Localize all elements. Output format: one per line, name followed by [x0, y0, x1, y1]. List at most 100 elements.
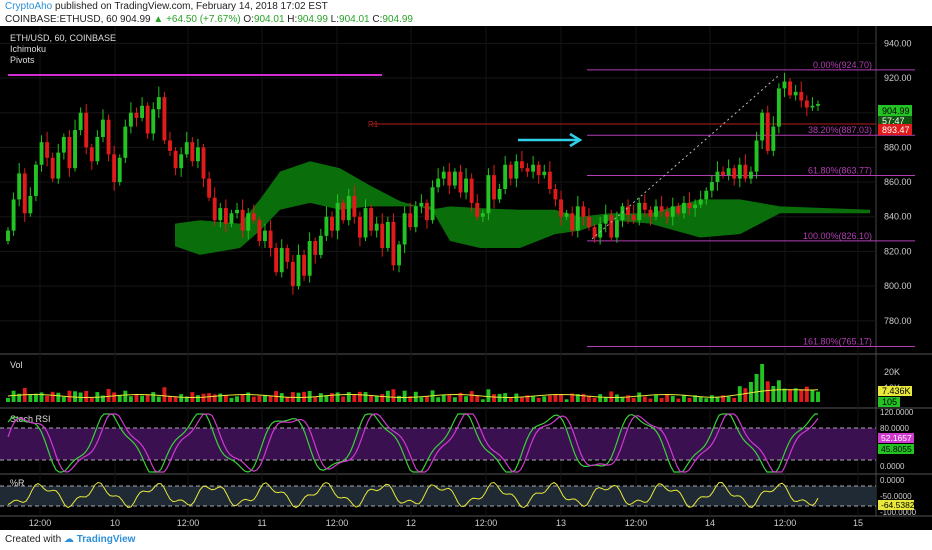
publish-text: published on TradingView.com, February 1…: [52, 1, 328, 12]
candle-body: [810, 105, 815, 108]
close-label: C:: [369, 14, 383, 25]
candle-body: [631, 215, 636, 221]
cloud-segment: [480, 208, 520, 248]
candle-body: [251, 213, 256, 221]
wr-axis-0: 0.0000: [880, 476, 905, 485]
candle-body: [184, 142, 189, 155]
volume-bar: [732, 397, 737, 402]
cloud-segment: [400, 201, 430, 210]
candle-body: [441, 171, 446, 179]
volume-bar: [257, 395, 262, 402]
candle-body: [603, 215, 608, 224]
candle-body: [776, 88, 781, 127]
volume-bar: [33, 393, 38, 402]
stoch-title[interactable]: Stoch RSI: [10, 414, 51, 424]
volume-bar: [452, 397, 457, 402]
volume-bar: [614, 394, 619, 402]
candlesticks: [6, 72, 820, 295]
volume-bar: [28, 394, 33, 402]
author-link[interactable]: CryptoAho: [5, 1, 53, 12]
candle-body: [788, 81, 793, 96]
candle-body: [687, 202, 692, 209]
close-value: 904.99: [382, 14, 413, 25]
candle-body: [212, 197, 217, 221]
volume-bar: [123, 390, 128, 402]
volume-bar: [642, 396, 647, 402]
fib-level-label: 61.80%(863.77): [808, 166, 872, 176]
volume-bar: [134, 394, 139, 402]
wr-title[interactable]: %R: [10, 478, 25, 488]
volume-ma-line: [7, 389, 819, 399]
volume-bar: [670, 395, 675, 402]
volume-axis-20k: 20K: [884, 367, 900, 377]
volume-bar: [385, 390, 390, 402]
candle-body: [218, 208, 223, 221]
candle-body: [743, 164, 748, 179]
candle-body: [408, 213, 413, 228]
candle-body: [190, 142, 195, 162]
candle-body: [56, 152, 61, 179]
time-axis-labels[interactable]: 12:00 10 12:00 11 12:00 12 12:00 13 12:00 14 12:00…: [29, 518, 863, 528]
volume-bar: [575, 394, 580, 402]
tradingview-brand[interactable]: TradingView: [76, 534, 136, 545]
candle-body: [503, 164, 508, 189]
volume-bar: [709, 395, 714, 402]
candle-body: [240, 209, 245, 231]
volume-bar: [341, 396, 346, 402]
price-tick-label: 800.00: [884, 281, 912, 291]
chart-canvas[interactable]: R1 0.00%(924.70) 38.20%(887.03) 61.80%(863.…: [0, 26, 932, 530]
candle-body: [330, 216, 334, 231]
volume-bar: [240, 394, 245, 402]
candle-body: [620, 206, 625, 221]
candle-body: [458, 171, 463, 193]
wr-axis-50: -50.0000: [880, 492, 912, 501]
volume-bar: [676, 398, 681, 402]
ohlc-line: COINBASE:ETHUSD, 60 904.99 ▲ +64.50 (+7.…: [5, 14, 413, 25]
volume-bar: [587, 395, 591, 402]
candle-body: [285, 247, 290, 262]
volume-bar: [50, 391, 55, 402]
volume-bar: [229, 397, 234, 402]
candle-body: [391, 221, 396, 266]
volume-bar: [179, 394, 184, 402]
legend-pivots[interactable]: Pivots: [10, 55, 35, 65]
price-tag-pivot: [878, 124, 912, 135]
volume-title[interactable]: Vol: [10, 360, 23, 370]
pivot-r1-label: R1: [368, 120, 379, 129]
candle-body: [480, 213, 485, 217]
candle-body: [598, 223, 603, 238]
candle-body: [737, 164, 742, 179]
volume-bar: [101, 395, 105, 402]
wr-line: [7, 481, 819, 509]
time-tick-label: 12:00: [29, 518, 52, 528]
candle-body: [101, 119, 105, 137]
volume-bar: [519, 397, 524, 402]
volume-bar: [603, 397, 608, 402]
volume-bar: [318, 393, 323, 402]
wr-axis-100: -100.0000: [880, 508, 917, 517]
volume-bar: [184, 396, 189, 402]
candle-body: [89, 147, 94, 162]
candle-body: [39, 142, 44, 165]
candle-body: [357, 216, 362, 238]
candle-body: [128, 112, 133, 127]
price-tick-label: 880.00: [884, 142, 912, 152]
ichimoku-cloud: [175, 161, 870, 255]
price-tick-label: 860.00: [884, 177, 912, 187]
candle-body: [681, 202, 686, 214]
stoch-k-text: 52.1657: [881, 433, 912, 443]
volume-bar: [609, 391, 614, 402]
volume-bar: [397, 395, 401, 402]
volume-bar: [168, 395, 172, 402]
volume-tag-1-text: 7.436K: [882, 386, 911, 396]
price-tag-current: [878, 105, 912, 116]
volume-bar: [816, 391, 820, 402]
candle-body: [804, 100, 809, 108]
cloud-segment: [310, 161, 340, 210]
volume-bars: [6, 364, 820, 402]
legend-ichimoku[interactable]: Ichimoku: [10, 44, 46, 54]
countdown-tag: [878, 116, 912, 126]
cloud-logo-icon: ☁: [63, 534, 74, 545]
volume-bar: [56, 392, 61, 402]
volume-bar: [195, 395, 200, 402]
